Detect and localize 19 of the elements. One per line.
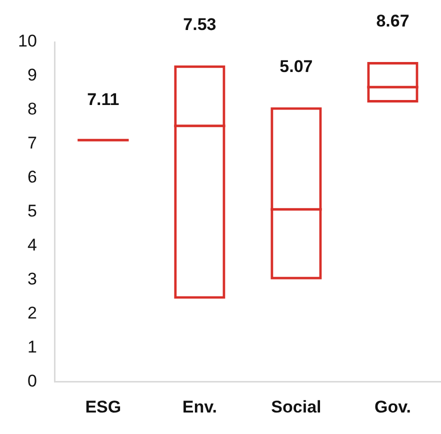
y-tick-label: 1 — [27, 337, 37, 356]
y-tick-label: 3 — [27, 269, 37, 288]
y-tick-label: 0 — [27, 371, 37, 390]
text: 7.53 — [183, 15, 216, 34]
x-tick-label: ESG — [85, 397, 122, 416]
y-tick-label: 7 — [27, 134, 37, 153]
text: 5.07 — [280, 56, 313, 76]
y-tick-label: 6 — [27, 168, 37, 187]
y-tick-label: 4 — [27, 235, 37, 254]
text: 8.67 — [376, 12, 410, 31]
y-tick-label: 10 — [18, 32, 37, 51]
text: 7.11 — [87, 90, 120, 109]
y-tick-label: 5 — [27, 201, 37, 220]
y-tick-label: 9 — [27, 66, 37, 85]
y-tick-label: 8 — [27, 100, 37, 119]
x-tick-label: Social — [271, 397, 322, 416]
x-tick-label: Gov. — [374, 397, 412, 416]
x-tick-label: Env. — [182, 397, 218, 416]
y-tick-label: 2 — [27, 303, 37, 322]
